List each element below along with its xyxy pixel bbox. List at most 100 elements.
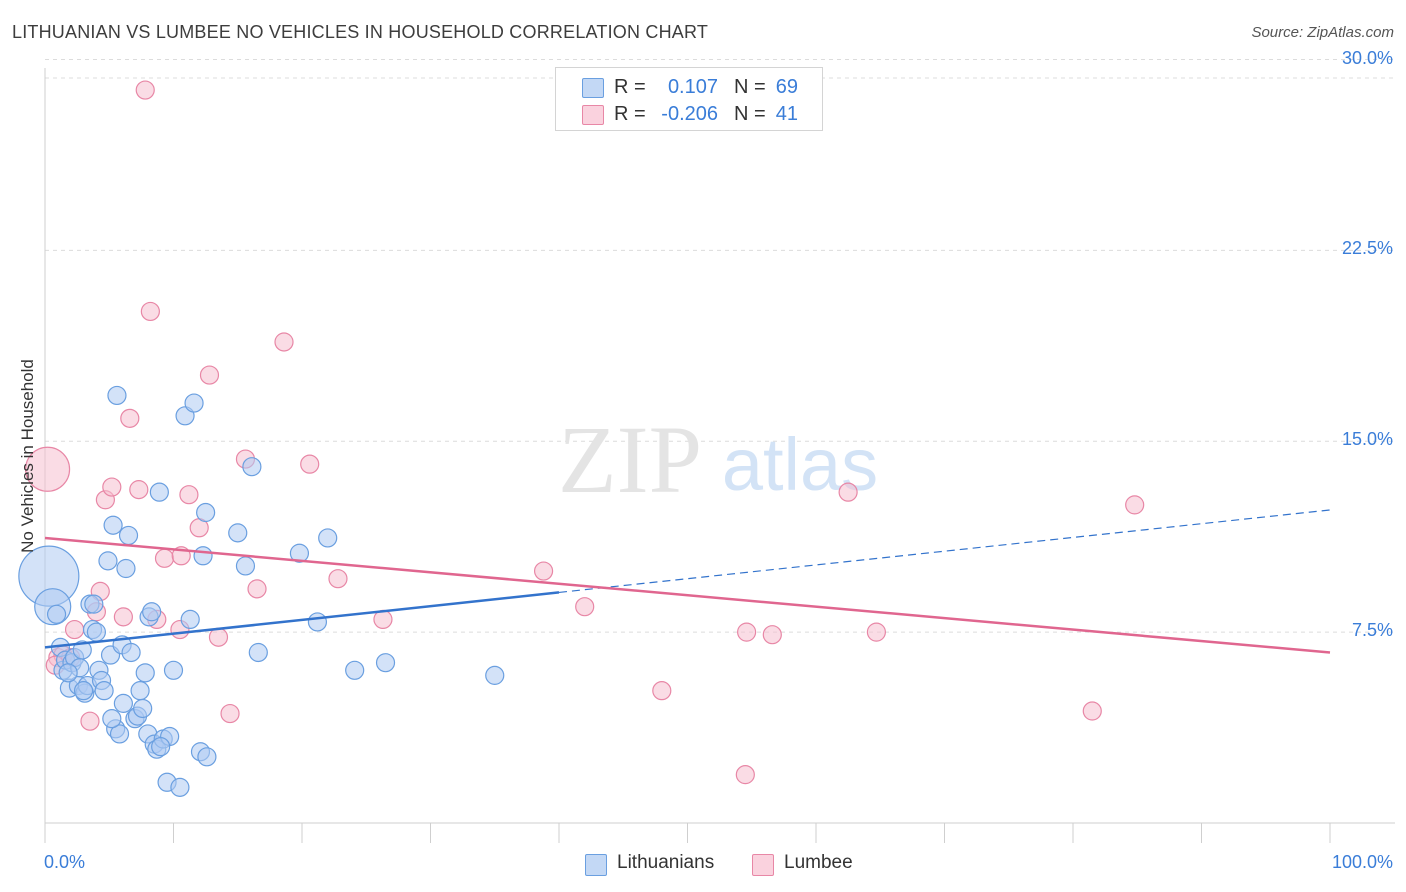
lithuanian-point [130,681,150,701]
lithuanian-point [228,523,248,543]
lumbee-point [179,485,199,505]
lumbee-point [533,561,554,581]
lithuanians-points [18,385,505,797]
y-axis-label: No Vehicles in Household [18,359,37,553]
lithuanian-point [73,681,94,701]
y-tick-label: 7.5% [1351,620,1393,641]
lithuanian-point [184,393,204,413]
lumbee-point [735,765,755,785]
lithuanian-point [109,724,130,744]
lumbee-point [129,480,149,500]
r-value: 0.107 [667,76,718,98]
lithuanian-point [135,663,155,683]
lithuanian-point [116,558,136,579]
lithuanian-point [86,622,107,642]
lithuanian-point [345,660,365,680]
stats-legend: R = 0.107 N = 69 R = -0.206 N = 41 [555,67,823,131]
lithuanian-point [197,747,217,767]
lumbee-point [328,569,348,589]
lumbee-point [575,597,595,617]
lumbee-point [113,607,133,627]
lumbee-legend-swatch [752,854,774,876]
lumbee-point [120,408,140,428]
legend-label: Lithuanians [617,852,715,873]
lumbee-point [737,622,757,642]
n-value: 69 [775,76,798,98]
lumbee-point [838,482,858,502]
lumbee-point [80,711,100,731]
lithuanian-point [163,660,184,680]
watermark: ZIP atlas [558,406,878,513]
r-value: -0.206 [661,103,718,125]
n-value: 41 [775,103,798,125]
x-tick-label: 0.0% [44,852,86,872]
lumbee-point [64,619,85,640]
lithuanian-point [248,642,268,663]
y-tick-label: 22.5% [1341,238,1393,259]
lithuanian-point [235,556,256,576]
lumbee-trend-line [44,536,1331,654]
stats-row-lithuanians: R = 0.107 N = 69 [556,74,822,102]
n-label: N = [734,76,766,98]
lumbee-point [24,446,71,492]
lumbee-point [199,365,220,385]
lumbee-point [274,332,294,352]
lithuanian-point [142,602,162,622]
r-label: R = [614,103,646,125]
lithuanian-point [118,525,139,546]
series-legend: Lithuanians Lumbee [0,852,1406,878]
lumbee-point [247,579,267,599]
lithuanian-point [103,515,123,535]
lithuanian-point [180,609,200,630]
lithuanian-point [133,698,153,719]
lithuanian-point [72,640,92,660]
lithuanians-trend-dashed [558,509,1331,594]
legend-label: Lumbee [784,852,853,873]
lithuanian-point [107,385,127,406]
x-tick-label: 100.0% [1331,852,1393,872]
lumbee-point [140,301,160,322]
lumbee-swatch [582,105,604,125]
lithuanian-point [94,681,114,701]
n-label: N = [734,103,766,125]
lithuanians-trend-solid [44,591,560,649]
lithuanians-swatch [582,78,604,98]
y-tick-label: 30.0% [1341,47,1393,68]
stats-row-lumbee: R = -0.206 N = 41 [556,101,822,129]
y-tick-label: 15.0% [1341,429,1393,450]
lumbee-point [135,80,155,100]
lithuanian-point [46,604,67,624]
lithuanian-point [242,457,262,477]
watermark-zip: ZIP [558,406,702,513]
gridlines [45,59,1395,633]
lithuanian-point [193,546,213,566]
r-label: R = [614,76,646,98]
lithuanian-point [151,737,171,757]
lumbee-point [220,703,240,724]
lithuanian-point [113,693,133,713]
lithuanian-point [98,551,118,571]
lithuanian-point [84,594,104,614]
lumbee-point [154,548,175,568]
lithuanian-point [307,612,328,632]
lumbee-point [1082,701,1102,721]
lithuanian-point [375,653,396,673]
lumbee-point [866,622,886,642]
lumbee-point [1125,495,1145,515]
lumbee-point [300,454,320,474]
lithuanian-point [102,709,122,729]
lithuanian-point [318,528,338,548]
axes [44,68,1395,843]
chart-title: LITHUANIAN VS LUMBEE NO VEHICLES IN HOUS… [12,22,709,42]
lumbee-point [652,681,672,701]
lithuanian-point [289,543,310,563]
lithuanian-point [170,777,190,797]
source-label: Source: ZipAtlas.com [1251,24,1394,41]
lithuanian-point [485,665,505,685]
lithuanian-point [149,482,169,502]
lithuanian-point [196,502,216,523]
trend-lines [44,509,1331,654]
lithuanians-legend-swatch [585,854,607,876]
lithuanian-point [58,663,78,683]
